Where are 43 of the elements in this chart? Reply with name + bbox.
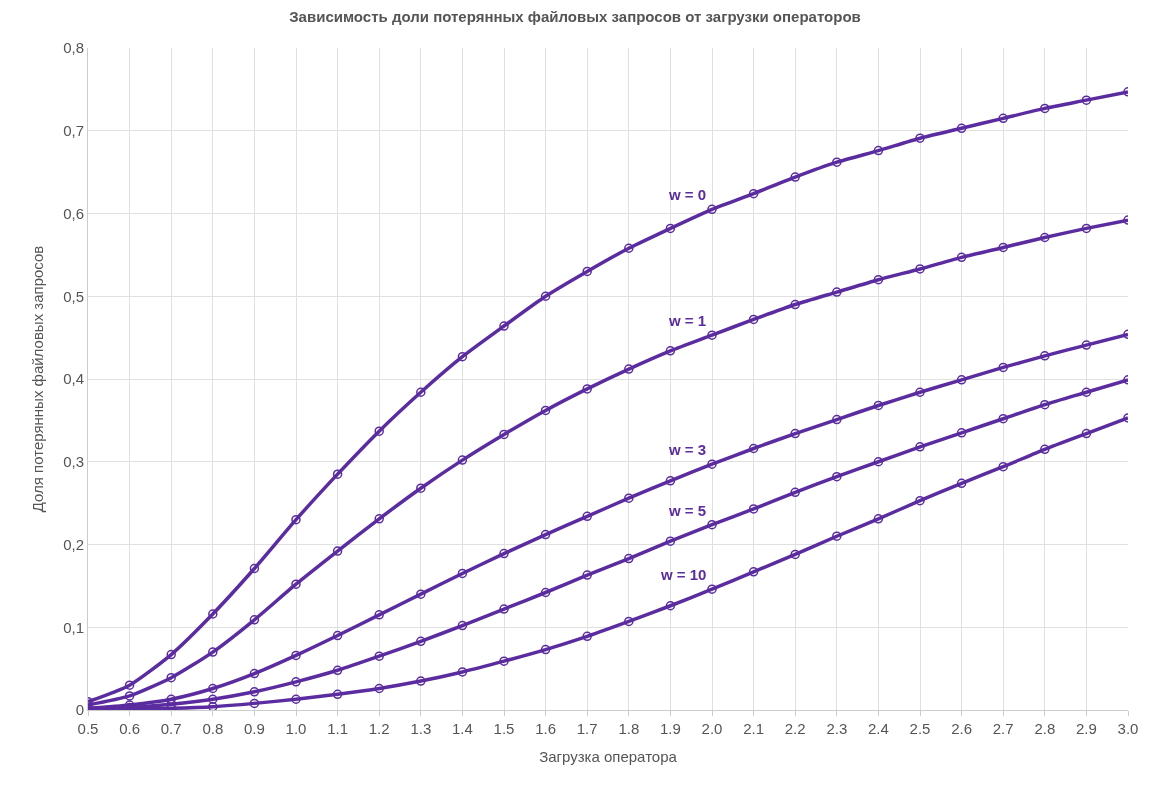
x-tick-label: 2.3 [826,720,848,737]
x-tick-label: 3.0 [1117,720,1139,737]
y-tick-label: 0,1 [63,618,84,636]
y-tick-label: 0,7 [63,122,84,139]
y-tick-label: 0,4 [63,370,84,388]
x-tick-label: 2.4 [867,720,889,737]
x-tick-label: 1.4 [451,720,473,737]
x-tick-label: 2.5 [909,720,931,737]
x-tick-label: 1.8 [618,720,640,737]
y-tick-label: 0,8 [63,39,84,57]
series-label: w = 5 [668,502,707,519]
y-tick-label: 0,2 [63,535,84,553]
x-tick-label: 0.8 [202,720,224,737]
x-tick-label: 0.5 [77,720,99,737]
x-tick-label: 2.1 [743,720,765,737]
x-tick-label: 1.1 [327,720,349,737]
series-label: w = 10 [660,566,707,583]
x-tick-label: 2.7 [992,720,1014,737]
x-tick-label: 1.2 [368,720,390,737]
series-label: w = 1 [668,312,707,329]
x-tick-label: 1.0 [285,720,307,737]
x-tick-label: 2.9 [1075,720,1097,737]
x-tick-label: 2.0 [701,720,723,737]
x-tick-label: 1.7 [576,720,598,737]
x-tick-label: 1.3 [410,720,432,737]
series-label: w = 3 [668,441,707,458]
y-tick-label: 0,3 [63,453,84,470]
x-axis-title: Загрузка оператора [539,748,678,765]
x-tick-label: 0.9 [243,720,265,737]
x-tick-label: 0.7 [160,720,182,737]
y-axis-title: Доля потерянных файловых запросов [29,245,47,513]
x-tick-label: 2.6 [951,720,973,737]
x-tick-label: 2.2 [784,720,806,737]
y-tick-label: 0 [75,701,84,719]
x-tick-label: 0.6 [119,720,141,737]
series-label: w = 0 [668,186,707,203]
x-tick-label: 1.9 [659,720,681,737]
x-tick-label: 1.5 [493,720,515,737]
x-tick-label: 2.8 [1034,720,1056,737]
x-tick-label: 1.6 [535,720,557,737]
chart-title: Зависимость доли потерянных файловых запросов от загрузки операторов [289,8,861,26]
y-tick-label: 0,5 [63,287,84,305]
y-tick-label: 0,6 [63,204,84,222]
